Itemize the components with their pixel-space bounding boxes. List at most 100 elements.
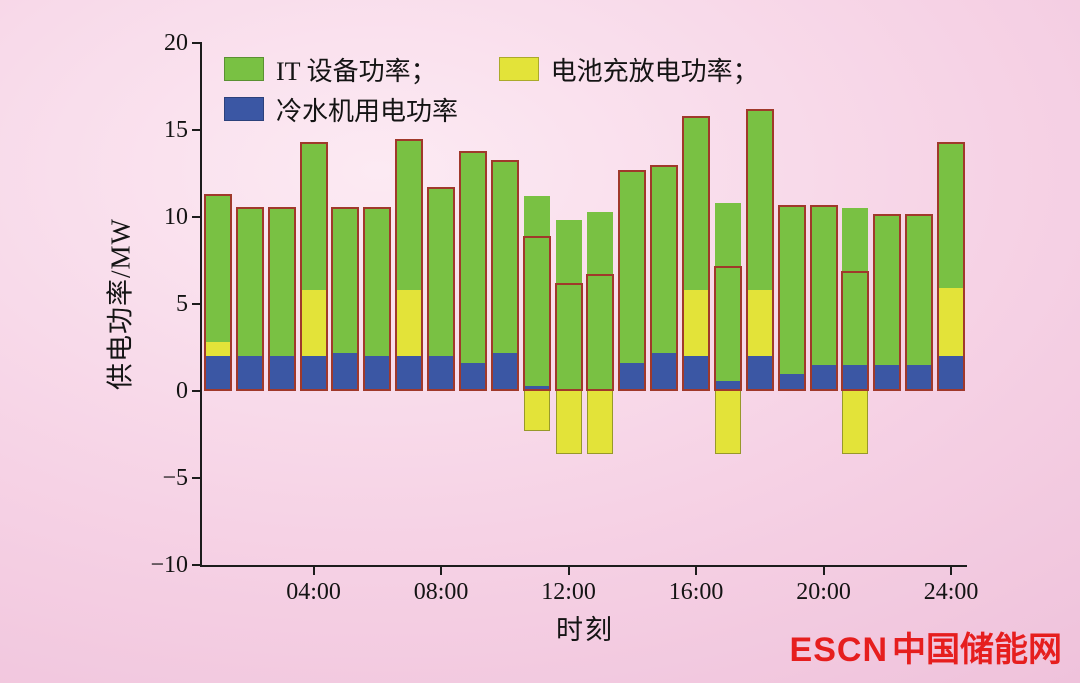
y-axis-tick	[192, 390, 202, 392]
bar-segment-it	[874, 213, 901, 365]
legend-swatch-it-power	[224, 57, 264, 81]
bar-segment-battery-charge	[938, 288, 965, 357]
legend: IT 设备功率； 电池充放电功率； 冷水机用电功率	[224, 49, 759, 129]
bar-segment-chiller	[396, 356, 423, 391]
bar-segment-it	[683, 116, 710, 291]
watermark-escn-logo: ESCN	[789, 631, 888, 669]
plot-area: IT 设备功率； 电池充放电功率； 冷水机用电功率 20 15 10 5 0 −5 −10 0…	[150, 30, 978, 605]
bar-outline-grid-power	[490, 159, 519, 391]
bar-outline-grid-power	[809, 204, 838, 391]
bar-segment-it	[906, 213, 933, 365]
bar-segment-chiller	[651, 352, 678, 391]
bar-segment-it	[555, 220, 582, 391]
bar-outline-grid-power	[618, 170, 647, 391]
bar-segment-it	[491, 159, 518, 353]
bar-segment-battery-charge	[396, 290, 423, 357]
bar-outline-grid-power	[937, 142, 966, 391]
y-axis-tick	[192, 216, 202, 218]
x-axis-label: 时刻	[556, 615, 614, 645]
x-axis-tick	[312, 565, 315, 575]
bar-outline-grid-power	[458, 150, 487, 391]
bar-segment-it	[364, 206, 391, 357]
bar-segment-chiller	[204, 356, 231, 391]
x-axis-tick-label: 04:00	[286, 579, 341, 605]
legend-label-chiller-power: 冷水机用电功率	[276, 96, 459, 126]
bar-segment-it	[523, 196, 550, 386]
bar-segment-it	[810, 204, 837, 365]
bar-outline-grid-power	[713, 265, 742, 391]
bar-segment-battery-charge	[300, 290, 327, 357]
bar-outline-grid-power	[235, 206, 264, 391]
bar-outline-grid-power	[267, 206, 296, 391]
bar-outline-grid-power	[873, 213, 902, 391]
bar-segment-it	[651, 164, 678, 353]
watermark-site-name: 中国储能网	[892, 632, 1062, 669]
y-axis-tick	[192, 477, 202, 479]
bar-outline-grid-power	[522, 236, 551, 391]
x-axis-tick	[440, 565, 443, 575]
bar-segment-battery-charge	[683, 290, 710, 357]
bar-segment-chiller	[300, 356, 327, 391]
bar-segment-it	[396, 138, 423, 291]
bar-segment-battery-discharge	[587, 391, 614, 454]
bar-outline-grid-power	[745, 109, 774, 391]
x-axis-tick	[822, 565, 825, 575]
bar-segment-it	[268, 206, 295, 357]
x-axis-tick	[695, 565, 698, 575]
y-axis-tick	[192, 129, 202, 131]
bar-segment-battery-discharge	[842, 391, 869, 454]
bar-segment-chiller	[842, 364, 869, 391]
y-axis-tick-label: 10	[164, 204, 188, 230]
y-axis-tick-label: 20	[164, 30, 188, 56]
bar-segment-it	[236, 206, 263, 357]
bar-outline-grid-power	[777, 204, 806, 391]
legend-swatch-battery-power	[498, 57, 539, 81]
bar-outline-grid-power	[841, 270, 870, 391]
watermark: ESCN 中国储能网	[790, 622, 1062, 671]
x-axis-tick-label: 20:00	[796, 579, 851, 605]
y-axis-tick-label: 0	[176, 378, 188, 404]
bar-segment-it	[778, 204, 805, 374]
bar-outline-grid-power	[363, 206, 392, 391]
bar-segment-chiller	[778, 373, 805, 391]
bar-segment-battery-discharge	[714, 391, 741, 454]
bar-segment-chiller	[364, 356, 391, 391]
bar-segment-chiller	[619, 363, 646, 391]
legend-swatch-chiller-power	[224, 97, 264, 121]
y-axis-tick-label: 5	[176, 291, 188, 317]
x-axis-tick-label: 16:00	[668, 579, 724, 605]
bar-outline-grid-power	[427, 187, 456, 391]
y-axis-tick-label: −5	[162, 465, 188, 491]
bar-segment-chiller	[810, 364, 837, 391]
bar-segment-it	[746, 109, 773, 291]
bar-segment-it	[842, 208, 869, 365]
legend-label-battery-power: 电池充放电功率；	[550, 56, 759, 86]
bar-segment-battery-discharge	[523, 391, 550, 432]
x-axis-tick-label: 08:00	[413, 579, 469, 605]
bar-segment-chiller	[683, 356, 710, 391]
y-axis-tick-label: 15	[164, 117, 188, 143]
bar-segment-battery-charge	[746, 290, 773, 357]
bar-segment-chiller	[906, 364, 933, 391]
bar-segment-it	[332, 206, 359, 353]
bar-segment-chiller	[491, 352, 518, 391]
bar-outline-grid-power	[331, 206, 360, 391]
bar-outline-grid-power	[905, 213, 934, 391]
bar-segment-chiller	[746, 356, 773, 391]
bar-segment-it	[587, 211, 614, 391]
bar-outline-grid-power	[395, 138, 424, 391]
bar-segment-chiller	[523, 385, 550, 391]
bar-segment-chiller	[938, 356, 965, 391]
bar-outline-grid-power	[682, 116, 711, 391]
y-axis-tick	[192, 303, 202, 305]
x-axis-tick-label: 24:00	[923, 579, 979, 605]
legend-row: IT 设备功率； 电池充放电功率；	[224, 49, 759, 89]
bar-outline-grid-power	[586, 274, 615, 391]
bar-segment-chiller	[268, 356, 295, 391]
x-axis-tick-label: 12:00	[541, 579, 596, 605]
bar-outline-grid-power	[650, 164, 679, 391]
bar-segment-it	[459, 150, 486, 364]
bar-outline-grid-power	[203, 194, 232, 391]
bar-segment-it	[938, 142, 965, 289]
